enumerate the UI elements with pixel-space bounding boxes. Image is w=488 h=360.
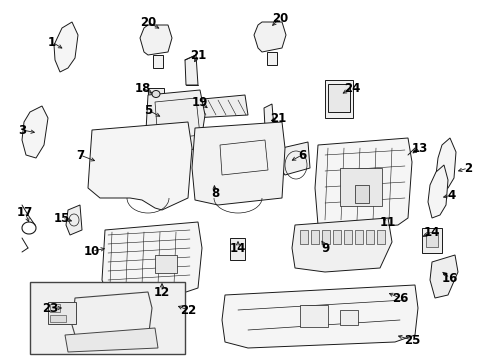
Polygon shape — [253, 22, 285, 52]
Text: 2: 2 — [463, 162, 471, 175]
Bar — [299, 230, 307, 244]
Bar — [50, 315, 66, 322]
Text: 6: 6 — [297, 149, 305, 162]
Bar — [229, 238, 244, 260]
Bar — [321, 230, 329, 244]
Polygon shape — [280, 142, 309, 175]
Text: 19: 19 — [191, 95, 208, 108]
Text: 16: 16 — [441, 271, 457, 284]
Polygon shape — [66, 205, 82, 235]
Text: 13: 13 — [411, 141, 427, 154]
Text: 18: 18 — [135, 81, 151, 95]
Polygon shape — [264, 104, 273, 128]
Bar — [325, 80, 352, 118]
Polygon shape — [72, 292, 152, 348]
Polygon shape — [427, 165, 447, 218]
Text: 20: 20 — [140, 15, 156, 28]
Text: 11: 11 — [379, 216, 395, 229]
Bar — [332, 230, 340, 244]
Polygon shape — [192, 95, 247, 118]
Bar — [30, 282, 184, 354]
Text: 8: 8 — [210, 186, 219, 199]
Bar — [376, 230, 384, 244]
Text: 20: 20 — [271, 12, 287, 24]
Text: 21: 21 — [269, 112, 285, 125]
Polygon shape — [429, 255, 457, 298]
Bar — [148, 88, 163, 100]
Bar — [365, 230, 373, 244]
Bar — [339, 310, 357, 325]
Bar — [339, 168, 381, 206]
Polygon shape — [88, 122, 192, 210]
Text: 15: 15 — [54, 212, 70, 225]
Polygon shape — [65, 328, 158, 352]
Polygon shape — [145, 90, 204, 155]
Text: 26: 26 — [391, 292, 407, 305]
Text: 24: 24 — [343, 81, 360, 95]
Text: 3: 3 — [18, 123, 26, 136]
Text: 4: 4 — [447, 189, 455, 202]
Bar — [421, 228, 441, 253]
Bar — [425, 232, 437, 247]
Text: 5: 5 — [143, 104, 152, 117]
Polygon shape — [291, 218, 391, 272]
Text: 17: 17 — [17, 206, 33, 219]
Polygon shape — [435, 138, 455, 190]
Text: 23: 23 — [42, 302, 58, 315]
Text: 7: 7 — [76, 149, 84, 162]
Text: 14: 14 — [229, 242, 245, 255]
Text: 25: 25 — [403, 333, 419, 346]
Polygon shape — [102, 222, 202, 298]
Polygon shape — [192, 122, 285, 205]
Bar — [155, 255, 177, 273]
Polygon shape — [266, 52, 276, 65]
Text: 12: 12 — [154, 285, 170, 298]
Text: 22: 22 — [180, 303, 196, 316]
Polygon shape — [54, 22, 78, 72]
Polygon shape — [153, 55, 163, 68]
Text: 1: 1 — [48, 36, 56, 49]
Polygon shape — [140, 25, 172, 55]
Bar — [299, 305, 327, 327]
Text: 9: 9 — [321, 242, 329, 255]
Bar — [48, 302, 76, 324]
Polygon shape — [314, 138, 411, 228]
Ellipse shape — [152, 90, 160, 98]
Bar — [354, 230, 362, 244]
Bar — [50, 304, 60, 312]
Polygon shape — [222, 285, 417, 348]
Bar — [327, 84, 349, 112]
Text: 14: 14 — [423, 225, 439, 239]
Text: 21: 21 — [189, 49, 206, 62]
Text: 10: 10 — [84, 244, 100, 257]
Bar — [310, 230, 318, 244]
Polygon shape — [22, 106, 48, 158]
Bar — [343, 230, 351, 244]
Polygon shape — [184, 55, 198, 85]
Bar — [354, 185, 368, 203]
